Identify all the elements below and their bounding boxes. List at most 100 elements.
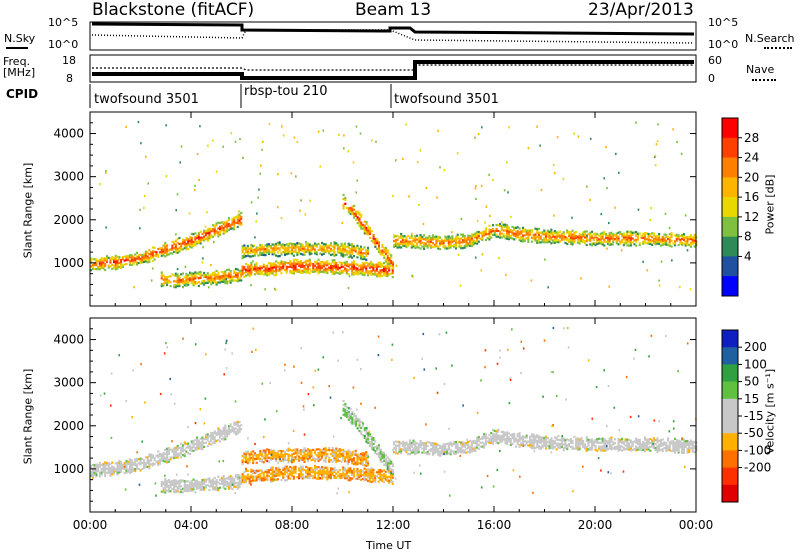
echo-cell <box>160 482 163 486</box>
echo-cell <box>319 263 322 266</box>
echo-cell <box>423 447 426 450</box>
echo-cell <box>582 238 585 242</box>
echo-cell <box>383 454 386 457</box>
echo-cell <box>144 250 147 253</box>
echo-cell <box>410 242 413 245</box>
echo-cell <box>629 441 632 444</box>
echo-cell <box>283 473 286 476</box>
echo-cell <box>312 458 315 461</box>
echo-cell <box>299 467 302 470</box>
echo-cell <box>559 230 562 233</box>
echo-cell <box>201 486 204 489</box>
echo-cell <box>292 475 295 478</box>
scatter-point <box>165 124 167 127</box>
echo-cell <box>116 259 119 262</box>
echo-cell <box>374 478 377 481</box>
echo-cell <box>292 469 295 472</box>
echo-cell <box>171 248 174 251</box>
echo-cell <box>100 261 103 264</box>
echo-cell <box>546 444 549 447</box>
echo-cell <box>451 239 454 242</box>
echo-cell <box>268 471 271 474</box>
echo-cell <box>431 238 434 241</box>
echo-cell <box>158 458 161 461</box>
echo-cell <box>507 238 510 241</box>
echo-cell <box>189 239 192 242</box>
echo-cell <box>114 266 117 269</box>
echo-cell <box>233 269 236 272</box>
echo-cell <box>361 457 364 460</box>
echo-cell <box>682 237 685 240</box>
echo-cell <box>219 482 222 485</box>
echo-cell <box>326 262 329 265</box>
echo-cell <box>619 438 622 442</box>
echo-cell <box>381 470 384 473</box>
echo-cell <box>285 261 288 264</box>
echo-cell <box>390 254 393 257</box>
echo-cell <box>321 253 324 256</box>
echo-cell <box>183 454 186 458</box>
echo-cell <box>240 221 243 224</box>
echo-cell <box>157 462 160 465</box>
echo-cell <box>532 435 535 438</box>
echo-cell <box>358 223 361 226</box>
echo-cell <box>580 240 583 243</box>
echo-cell <box>321 451 324 454</box>
echo-cell <box>423 238 426 241</box>
echo-cell <box>144 456 147 459</box>
echo-cell <box>255 477 258 480</box>
echo-cell <box>246 469 249 472</box>
echo-cell <box>381 455 384 458</box>
echo-cell <box>682 235 685 238</box>
echo-cell <box>219 222 222 225</box>
echo-cell <box>465 451 468 454</box>
scatter-point <box>501 221 503 224</box>
echo-cell <box>440 240 443 243</box>
echo-cell <box>365 249 368 252</box>
echo-cell <box>222 430 225 433</box>
echo-cell <box>220 480 223 483</box>
scatter-point <box>184 265 187 268</box>
echo-cell <box>393 443 396 446</box>
echo-cell <box>359 452 362 455</box>
echo-cell <box>644 241 647 244</box>
echo-cell <box>280 272 283 275</box>
echo-cell <box>412 447 415 450</box>
echo-cell <box>289 246 292 249</box>
echo-cell <box>326 449 329 452</box>
echo-cell <box>226 230 229 233</box>
echo-cell <box>303 251 306 254</box>
echo-cell <box>638 242 641 245</box>
echo-cell <box>231 223 234 226</box>
echo-cell <box>212 279 215 282</box>
echo-cell <box>229 479 232 482</box>
echo-cell <box>405 236 408 239</box>
date-title: 23/Apr/2013 <box>588 0 694 20</box>
echo-cell <box>196 438 199 441</box>
echo-cell <box>386 262 389 265</box>
echo-cell <box>222 230 225 233</box>
echo-cell <box>206 228 209 231</box>
echo-cell <box>326 476 329 479</box>
echo-cell <box>162 284 165 287</box>
echo-cell <box>222 228 225 232</box>
echo-cell <box>180 442 183 445</box>
echo-cell <box>241 247 244 250</box>
echo-cell <box>250 480 253 483</box>
echo-cell <box>367 462 370 465</box>
echo-cell <box>363 436 366 439</box>
echo-cell <box>287 473 290 476</box>
echo-cell <box>111 473 114 476</box>
echo-cell <box>208 477 211 480</box>
echo-cell <box>252 460 255 463</box>
echo-cell <box>328 244 331 247</box>
echo-band <box>241 464 394 485</box>
echo-cell <box>484 439 487 442</box>
echo-cell <box>306 470 309 474</box>
echo-cell <box>127 258 130 262</box>
echo-cell <box>275 270 278 273</box>
echo-cell <box>317 258 320 261</box>
echo-cell <box>181 448 184 451</box>
echo-cell <box>654 241 657 244</box>
echo-cell <box>90 472 93 475</box>
